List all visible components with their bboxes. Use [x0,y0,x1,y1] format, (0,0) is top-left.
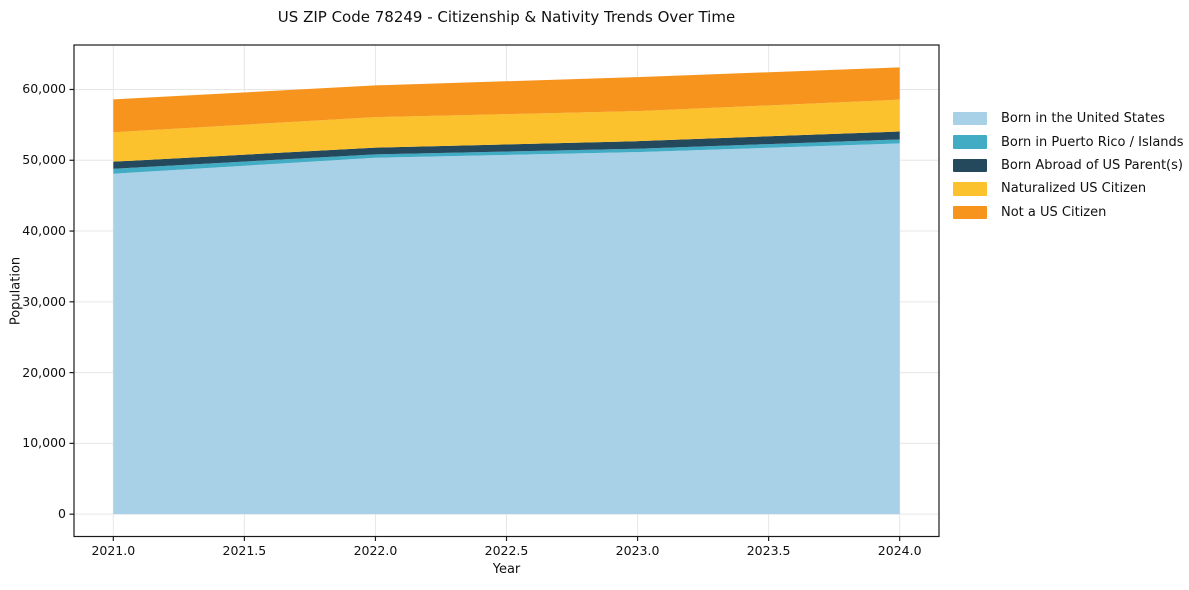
x-tick-label: 2023.5 [746,542,791,558]
y-tick-label: 40,000 [22,223,66,239]
area-not-a-us-citizen [113,67,900,133]
x-tick-label: 2023.0 [615,542,660,558]
legend-label: Born in the United States [1001,111,1165,127]
x-tick-label: 2024.0 [877,542,922,558]
legend-swatch-icon [953,205,987,219]
legend-item-born-in-the-united-states: Born in the United States [953,107,1184,130]
area-born-abroad-of-us-parent-s [113,131,900,169]
y-tick-label: 10,000 [22,435,66,451]
x-axis-label: Year [492,562,521,577]
legend-swatch-icon [953,135,987,149]
legend-item-born-in-puerto-rico-islands: Born in Puerto Rico / Islands [953,130,1184,153]
y-tick-label: 60,000 [22,81,66,97]
legend-swatch-icon [953,182,987,196]
x-tick-label: 2021.5 [222,542,267,558]
x-tick-label: 2022.0 [353,542,398,558]
x-tick-label: 2022.5 [484,542,529,558]
legend-label: Born Abroad of US Parent(s) [1001,157,1183,173]
chart-title: US ZIP Code 78249 - Citizenship & Nativi… [277,8,736,26]
y-tick-label: 50,000 [22,152,66,168]
y-axis-label: Population [8,256,24,326]
legend-label: Born in Puerto Rico / Islands [1001,134,1184,150]
legend-item-not-a-us-citizen: Not a US Citizen [953,201,1184,224]
legend-label: Not a US Citizen [1001,204,1107,220]
y-tick-label: 30,000 [22,293,66,309]
x-tick-label: 2021.0 [91,542,136,558]
legend-label: Naturalized US Citizen [1001,181,1147,197]
area-born-in-puerto-rico-islands [113,139,900,174]
area-born-in-the-united-states [113,143,900,515]
legend-item-born-abroad-of-us-parent-s: Born Abroad of US Parent(s) [953,154,1184,177]
legend-item-naturalized-us-citizen: Naturalized US Citizen [953,177,1184,200]
y-tick-label: 20,000 [22,364,66,380]
legend-swatch-icon [953,158,987,173]
legend-swatch-icon [953,111,987,126]
y-tick-label: 0 [58,506,66,522]
legend: Born in the United States Born in Puerto … [953,107,1184,224]
area-naturalized-us-citizen [113,99,900,162]
